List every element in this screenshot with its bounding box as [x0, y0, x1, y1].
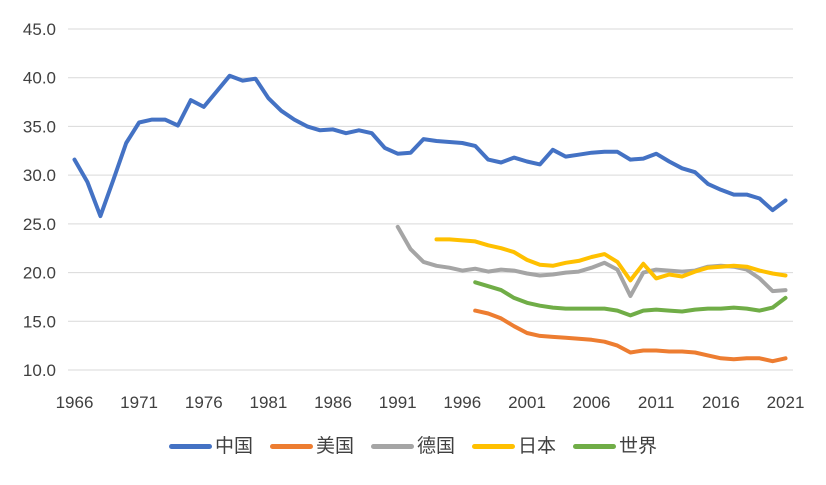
x-axis-label-1991: 1991 — [379, 393, 417, 412]
x-axis-label-2011: 2011 — [638, 393, 675, 412]
x-axis-label-1971: 1971 — [120, 393, 158, 412]
y-axis-label-20.0: 20.0 — [23, 264, 56, 283]
x-axis-label-2001: 2001 — [508, 393, 546, 412]
legend-label: 日本 — [518, 435, 557, 457]
series-line-日本 — [434, 237, 788, 283]
x-axis-label-2021: 2021 — [767, 393, 805, 412]
x-axis-label-2016: 2016 — [702, 393, 740, 412]
legend-item-日本: 日本 — [472, 437, 556, 456]
x-axis-label-1976: 1976 — [185, 393, 223, 412]
series-line-世界 — [473, 280, 788, 318]
y-axis-label-30.0: 30.0 — [23, 166, 56, 185]
legend-line-marker-icon — [472, 443, 515, 449]
x-axis-label-1986: 1986 — [314, 393, 352, 412]
legend-item-世界: 世界 — [573, 437, 657, 456]
x-axis-label-2006: 2006 — [573, 393, 611, 412]
legend-item-德国: 德国 — [370, 435, 455, 457]
y-axis-label-10.0: 10.0 — [23, 361, 56, 380]
y-axis-label-40.0: 40.0 — [23, 69, 56, 88]
series-line-中国 — [72, 73, 788, 219]
y-axis-label-15.0: 15.0 — [23, 312, 56, 331]
y-axis-label-45.0: 45.0 — [23, 20, 56, 39]
legend-item-美国: 美国 — [269, 435, 354, 457]
legend-label: 美国 — [315, 435, 354, 457]
legend-line-marker-icon — [573, 443, 617, 449]
chart-legend: 中国 美国 德国 日本 世界 — [0, 431, 826, 461]
x-axis-label-1981: 1981 — [249, 393, 287, 412]
x-axis-label-1996: 1996 — [443, 393, 481, 412]
y-axis-label-25.0: 25.0 — [23, 215, 56, 234]
series-line-德国 — [395, 224, 788, 298]
legend-label: 德国 — [416, 435, 455, 457]
x-axis-label-1966: 1966 — [56, 393, 94, 412]
legend-label: 中国 — [214, 435, 253, 457]
y-axis-label-35.0: 35.0 — [23, 117, 56, 136]
legend-line-marker-icon — [370, 443, 414, 449]
legend-line-marker-icon — [269, 443, 313, 449]
series-line-美国 — [473, 308, 788, 364]
legend-line-marker-icon — [168, 443, 212, 449]
legend-item-中国: 中国 — [168, 435, 253, 457]
legend-label: 世界 — [619, 435, 658, 457]
